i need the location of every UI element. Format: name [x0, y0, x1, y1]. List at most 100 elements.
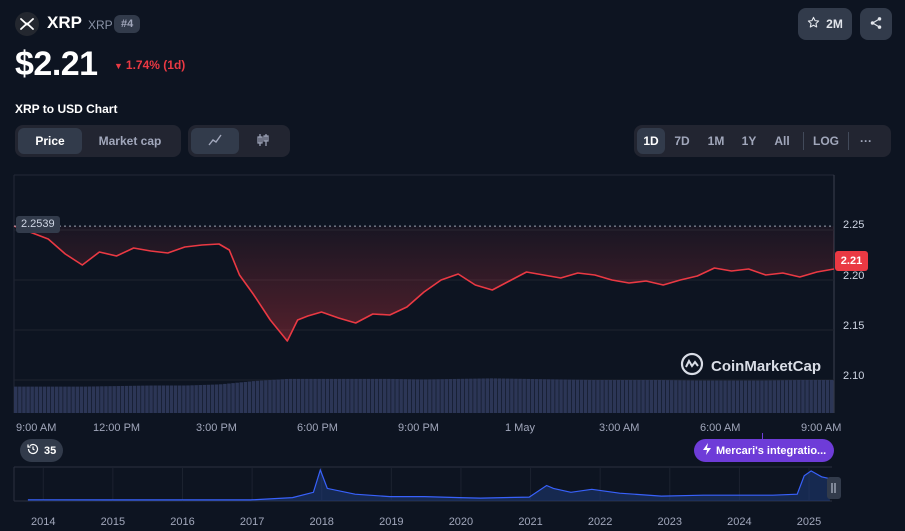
log-scale-toggle[interactable]: LOG [813, 134, 839, 148]
share-icon [869, 16, 883, 33]
volume-bar [801, 380, 805, 413]
volume-bar [731, 380, 735, 413]
volume-bar [756, 380, 760, 413]
volume-bar [538, 379, 543, 413]
volume-bar [501, 378, 506, 413]
volume-bar [296, 378, 301, 413]
volume-bar [350, 378, 354, 413]
y-tick-label: 2.25 [843, 219, 865, 231]
volume-bar [157, 385, 161, 413]
volume-bar [624, 380, 629, 413]
volume-bar [518, 378, 522, 413]
line-chart-icon [208, 134, 222, 149]
volume-bar [768, 380, 772, 413]
volume-bar [305, 378, 309, 413]
volume-bar [514, 378, 518, 413]
price-line [13, 225, 835, 342]
year-label: 2017 [240, 516, 264, 528]
watchlist-button[interactable]: 2M [798, 8, 852, 40]
range-1y[interactable]: 1Y [741, 134, 757, 148]
price-change: ▼ 1.74% (1d) [114, 58, 185, 72]
volume-bar [71, 386, 75, 413]
x-tick-label: 6:00 PM [297, 422, 338, 434]
range-all[interactable]: All [774, 134, 790, 148]
volume-bar [288, 378, 293, 413]
more-options-button[interactable]: ··· [860, 134, 872, 148]
history-navigator[interactable]: 2014 2015 2016 2017 2018 2019 2020 2021 2022 2023… [0, 465, 905, 531]
volume-bar [272, 379, 276, 413]
volume-bar [55, 386, 59, 413]
volume-bar [301, 378, 305, 413]
volume-bar [805, 380, 809, 413]
volume-bar [723, 380, 727, 413]
volume-bar [727, 380, 731, 413]
range-1d[interactable]: 1D [637, 128, 665, 154]
volume-bar [132, 385, 137, 413]
volume-bar [366, 378, 371, 413]
tab-price[interactable]: Price [18, 128, 82, 154]
volume-bar [358, 378, 362, 413]
tab-market-cap[interactable]: Market cap [98, 134, 162, 148]
volume-bar [91, 386, 96, 413]
volume-bar [596, 380, 600, 413]
year-label: 2016 [170, 516, 194, 528]
x-tick-label: 9:00 AM [16, 422, 57, 434]
volume-bar [313, 378, 317, 413]
volume-bar [780, 380, 785, 413]
volume-bar [670, 380, 674, 413]
volume-bar [440, 379, 444, 413]
volume-bar [665, 380, 670, 413]
volume-bar [415, 379, 420, 413]
coin-symbol: XRP [88, 18, 113, 32]
volume-bar [112, 386, 116, 413]
navigator-handle[interactable] [827, 477, 841, 499]
year-label: 2022 [588, 516, 612, 528]
range-1m[interactable]: 1M [707, 134, 725, 148]
history-count: 35 [44, 444, 57, 457]
volume-bar [231, 383, 235, 413]
volume-bar [173, 385, 178, 413]
volume-bar [399, 379, 403, 413]
volume-bar [169, 385, 174, 413]
share-button[interactable] [860, 8, 892, 40]
chart-title: XRP to USD Chart [15, 102, 118, 116]
line-chart-button[interactable] [191, 128, 239, 154]
x-tick-label: 12:00 PM [93, 422, 141, 434]
volume-bar [239, 382, 243, 413]
volume-bar [46, 386, 51, 413]
volume-bar [370, 378, 375, 413]
volume-bar [567, 379, 571, 413]
volume-bar [333, 378, 338, 413]
coin-name: XRP [47, 13, 82, 32]
news-event-pill[interactable]: Mercari's integratio... [694, 439, 835, 462]
x-tick-label: 9:00 PM [398, 422, 439, 434]
volume-bar [235, 382, 239, 413]
range-7d[interactable]: 7D [674, 134, 690, 148]
volume-bar [362, 378, 366, 413]
volume-bar [497, 378, 502, 413]
x-tick-label: 3:00 PM [196, 422, 237, 434]
volume-bar [477, 378, 481, 413]
volume-bar [608, 380, 612, 413]
volume-bar [321, 378, 325, 413]
volume-bar [715, 380, 719, 413]
history-button[interactable]: 35 [20, 439, 64, 462]
volume-bar [161, 385, 166, 413]
volume-bar [674, 380, 678, 413]
price-chart[interactable] [0, 170, 905, 415]
chart-type-toggle [188, 125, 290, 157]
volume-bar [202, 384, 207, 413]
volume-bar [448, 379, 453, 413]
volume-bar [210, 384, 215, 413]
price-area [14, 226, 834, 341]
volume-bar [38, 386, 43, 413]
volume-bar [588, 379, 592, 413]
year-label: 2025 [797, 516, 821, 528]
volume-bar [583, 379, 588, 413]
volume-bar [268, 380, 272, 413]
volume-bar [42, 386, 47, 413]
volume-bar [100, 386, 104, 413]
candlestick-button[interactable] [239, 128, 287, 154]
star-icon [807, 16, 820, 32]
volume-bar [698, 380, 703, 413]
